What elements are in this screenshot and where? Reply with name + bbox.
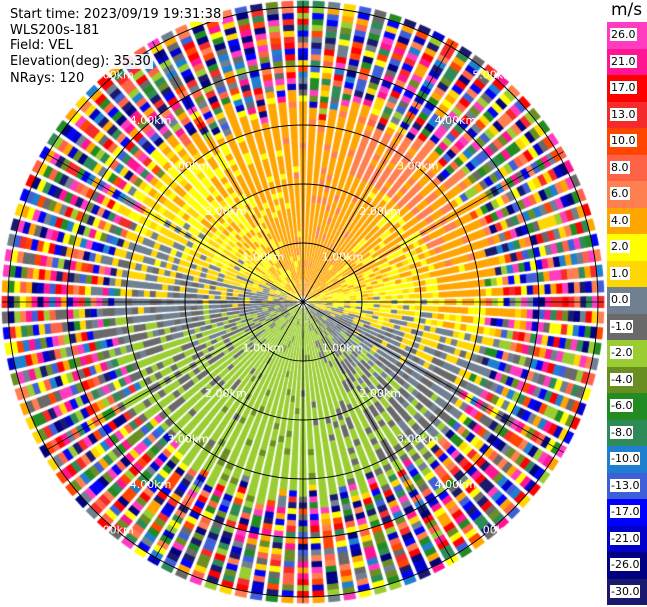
range-ring — [7, 6, 599, 598]
range-ring — [125, 124, 481, 480]
colorbar-tick-label: 21.0 — [610, 54, 637, 68]
colorbar-tick-label: -30.0 — [610, 584, 641, 598]
colorbar-tick-label: -21.0 — [610, 531, 641, 545]
colorbar-tick-label: -26.0 — [610, 558, 641, 571]
range-ring-label: 1.00km — [243, 341, 285, 354]
colorbar-tick-label: -2.0 — [610, 346, 634, 359]
colorbar-band: -2.0 — [607, 340, 647, 367]
colorbar-tick-label: -1.0 — [610, 319, 634, 333]
colorbar-band: 1.0 — [607, 260, 647, 287]
colorbar-tick-label: 8.0 — [610, 160, 630, 174]
colorbar-band: 6.0 — [607, 181, 647, 208]
colorbar-tick-label: -4.0 — [610, 372, 634, 386]
colorbar-tick-label: 2.0 — [610, 240, 630, 253]
colorbar-band: 26.0 — [607, 22, 647, 49]
range-ring-overlay: 1.00km 1.00km 1.00km 1.00km 2.00km 2.00km 2.00… — [2, 1, 604, 603]
range-ring-label: 2.00km — [205, 205, 247, 218]
radial-line — [42, 151, 304, 303]
colorbar-band: 8.0 — [607, 154, 647, 181]
range-ring — [184, 183, 422, 421]
range-ring-label: 3.00km — [167, 160, 209, 173]
nrays-label: NRays: 120 — [10, 71, 87, 86]
colorbar-unit: m/s — [611, 0, 643, 20]
colorbar-tick-label: -17.0 — [610, 505, 641, 518]
range-ring-label: 5.00km — [472, 69, 514, 82]
range-ring-label: 4.00km — [130, 114, 172, 127]
colorbar-tick-label: -8.0 — [610, 425, 634, 439]
colorbar-band: 0.0 — [607, 287, 647, 314]
range-ring-label: 3.00km — [397, 432, 439, 445]
radial-line — [152, 301, 304, 563]
colorbar-tick-label: 17.0 — [610, 81, 637, 94]
radial-line — [302, 301, 564, 453]
elevation-label: Elevation(deg): 35.30 — [10, 54, 153, 69]
colorbar-tick-label: 26.0 — [610, 28, 637, 41]
radial-line — [42, 301, 304, 453]
colorbar-band: -8.0 — [607, 419, 647, 446]
colorbar-tick-label: -10.0 — [610, 452, 641, 465]
colorbar-tick-label: -13.0 — [610, 478, 641, 492]
colorbar-band: 13.0 — [607, 101, 647, 128]
range-ring-label: 2.00km — [205, 387, 247, 400]
field-label: Field: VEL — [10, 38, 75, 53]
colorbar-band: -26.0 — [607, 552, 647, 579]
colorbar-band: -21.0 — [607, 525, 647, 552]
radial-line — [152, 41, 304, 303]
colorbar-tick-label: 0.0 — [610, 293, 630, 306]
range-ring-label: 5.00km — [472, 523, 514, 536]
range-ring-label: 1.00km — [322, 251, 364, 264]
range-ring-label: 3.00km — [167, 432, 209, 445]
colorbar-band: -6.0 — [607, 393, 647, 420]
range-ring-label: 5.00km — [92, 69, 134, 82]
colorbar-band: -1.0 — [607, 313, 647, 340]
colorbar-tick-label: 10.0 — [610, 134, 637, 147]
colorbar-band: 4.0 — [607, 207, 647, 234]
colorbar-band: -4.0 — [607, 366, 647, 393]
range-ring-label: 4.00km — [435, 114, 477, 127]
colorbar-tick-label: -6.0 — [610, 399, 634, 412]
range-ring-label: 1.00km — [243, 251, 285, 264]
colorbar-tick-label: 1.0 — [610, 266, 630, 280]
colorbar-band: -30.0 — [607, 578, 647, 605]
colorbar-band: -10.0 — [607, 446, 647, 473]
colorbar-band: 17.0 — [607, 75, 647, 102]
colorbar-tick-label: 6.0 — [610, 187, 630, 200]
colorbar-band: 21.0 — [607, 48, 647, 75]
colorbar-tick-label: 13.0 — [610, 107, 637, 121]
range-ring-label: 3.00km — [397, 160, 439, 173]
colorbar: 26.0 21.0 17.0 13.0 10.0 8.0 6.0 4.0 2.0 1.0 0.0 -1… — [607, 22, 647, 605]
range-ring — [243, 242, 363, 362]
colorbar-band: 10.0 — [607, 128, 647, 155]
radial-line — [302, 151, 564, 303]
range-ring-label: 2.00km — [359, 205, 401, 218]
colorbar-band: -17.0 — [607, 499, 647, 526]
range-ring-label: 5.00km — [92, 523, 134, 536]
range-ring-label: 1.00km — [322, 341, 364, 354]
radial-line — [302, 301, 454, 563]
colorbar-tick-label: 4.0 — [610, 213, 630, 227]
range-ring-label: 4.00km — [130, 478, 172, 491]
start-time-label: Start time: 2023/09/19 19:31:38 — [10, 7, 224, 22]
range-ring-label: 4.00km — [435, 478, 477, 491]
radial-line — [302, 41, 454, 303]
colorbar-band: -13.0 — [607, 472, 647, 499]
instrument-label: WLS200s-181 — [10, 23, 102, 38]
colorbar-band: 2.0 — [607, 234, 647, 261]
range-ring — [66, 65, 540, 539]
range-ring-label: 2.00km — [359, 387, 401, 400]
